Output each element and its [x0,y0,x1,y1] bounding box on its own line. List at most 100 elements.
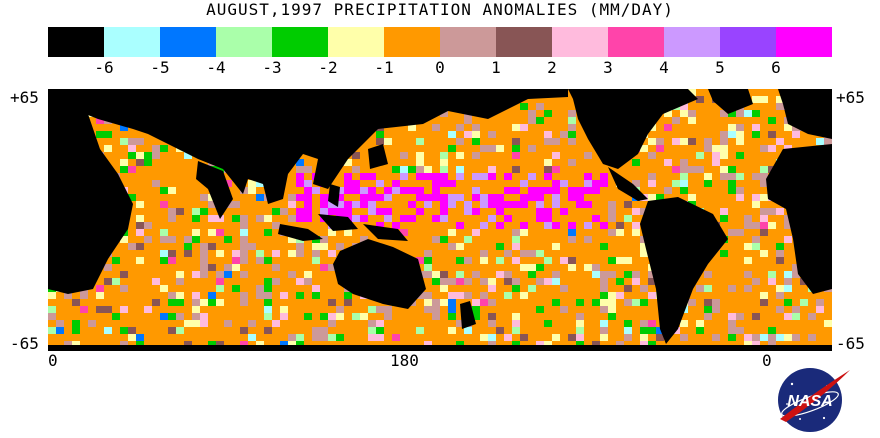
anomaly-cell [256,341,264,348]
anomaly-cell [736,124,744,131]
anomaly-cell [352,180,360,187]
anomaly-cell [648,152,656,159]
anomaly-cell [368,320,376,327]
anomaly-cell [440,215,448,222]
nasa-logo-text: NASA [787,393,832,410]
anomaly-cell [544,187,552,194]
anomaly-cell [728,166,736,173]
anomaly-cell [464,327,472,334]
anomaly-cell [256,257,264,264]
anomaly-cell [272,320,280,327]
anomaly-cell [376,222,384,229]
anomaly-cell [256,285,264,292]
anomaly-cell [632,278,640,285]
anomaly-cell [552,138,560,145]
anomaly-cell [608,299,616,306]
anomaly-cell [232,250,240,257]
anomaly-cell [88,320,96,327]
anomaly-cell [632,299,640,306]
anomaly-cell [760,229,768,236]
anomaly-cell [552,243,560,250]
anomaly-cell [592,187,600,194]
anomaly-cell [792,264,800,271]
anomaly-cell [304,271,312,278]
anomaly-cell [760,292,768,299]
anomaly-cell [528,264,536,271]
anomaly-cell [360,313,368,320]
anomaly-cell [96,285,104,292]
anomaly-cell [376,131,384,138]
anomaly-cell [264,292,272,299]
anomaly-cell [632,180,640,187]
anomaly-cell [680,138,688,145]
anomaly-cell [776,285,784,292]
anomaly-cell [440,285,448,292]
anomaly-cell [240,215,248,222]
anomaly-cell [312,250,320,257]
anomaly-cell [536,264,544,271]
anomaly-cell [728,334,736,341]
anomaly-cell [160,257,168,264]
anomaly-cell [320,313,328,320]
anomaly-cell [528,194,536,201]
anomaly-cell [152,278,160,285]
anomaly-cell [592,264,600,271]
anomaly-cell [320,201,328,208]
anomaly-cell [264,327,272,334]
anomaly-cell [336,334,344,341]
anomaly-cell [152,145,160,152]
legend-swatch-12 [720,27,776,57]
anomaly-cell [704,306,712,313]
anomaly-cell [736,194,744,201]
anomaly-cell [192,306,200,313]
anomaly-cell [744,341,752,348]
anomaly-cell [200,257,208,264]
anomaly-cell [816,299,824,306]
anomaly-cell [192,236,200,243]
anomaly-cell [512,201,520,208]
anomaly-cell [640,285,648,292]
anomaly-cell [224,264,232,271]
anomaly-cell [128,166,136,173]
anomaly-cell [352,166,360,173]
anomaly-cell [424,194,432,201]
anomaly-cell [336,306,344,313]
anomaly-cell [296,173,304,180]
anomaly-cell [328,264,336,271]
legend-swatch-9 [552,27,608,57]
anomaly-cell [256,180,264,187]
anomaly-cell [416,187,424,194]
anomaly-cell [512,229,520,236]
anomaly-cell [672,138,680,145]
anomaly-cell [824,138,832,145]
anomaly-cell [264,278,272,285]
anomaly-cell [648,180,656,187]
anomaly-cell [504,271,512,278]
anomaly-cell [584,180,592,187]
anomaly-cell [752,131,760,138]
anomaly-cell [184,243,192,250]
anomaly-cell [520,194,528,201]
anomaly-cell [592,299,600,306]
anomaly-cell [712,299,720,306]
anomaly-cell [608,229,616,236]
anomaly-cell [120,306,128,313]
anomaly-cell [784,124,792,131]
anomaly-cell [328,229,336,236]
anomaly-cell [488,313,496,320]
anomaly-cell [248,180,256,187]
anomaly-cell [776,257,784,264]
anomaly-cell [808,313,816,320]
anomaly-cell [144,236,152,243]
anomaly-cell [568,138,576,145]
legend-tick: 0 [435,58,445,77]
anomaly-cell [576,194,584,201]
anomaly-cell [352,215,360,222]
anomaly-cell [176,313,184,320]
anomaly-cell [472,138,480,145]
anomaly-cell [312,292,320,299]
anomaly-cell [352,187,360,194]
anomaly-cell [472,208,480,215]
anomaly-cell [544,320,552,327]
anomaly-cell [712,152,720,159]
